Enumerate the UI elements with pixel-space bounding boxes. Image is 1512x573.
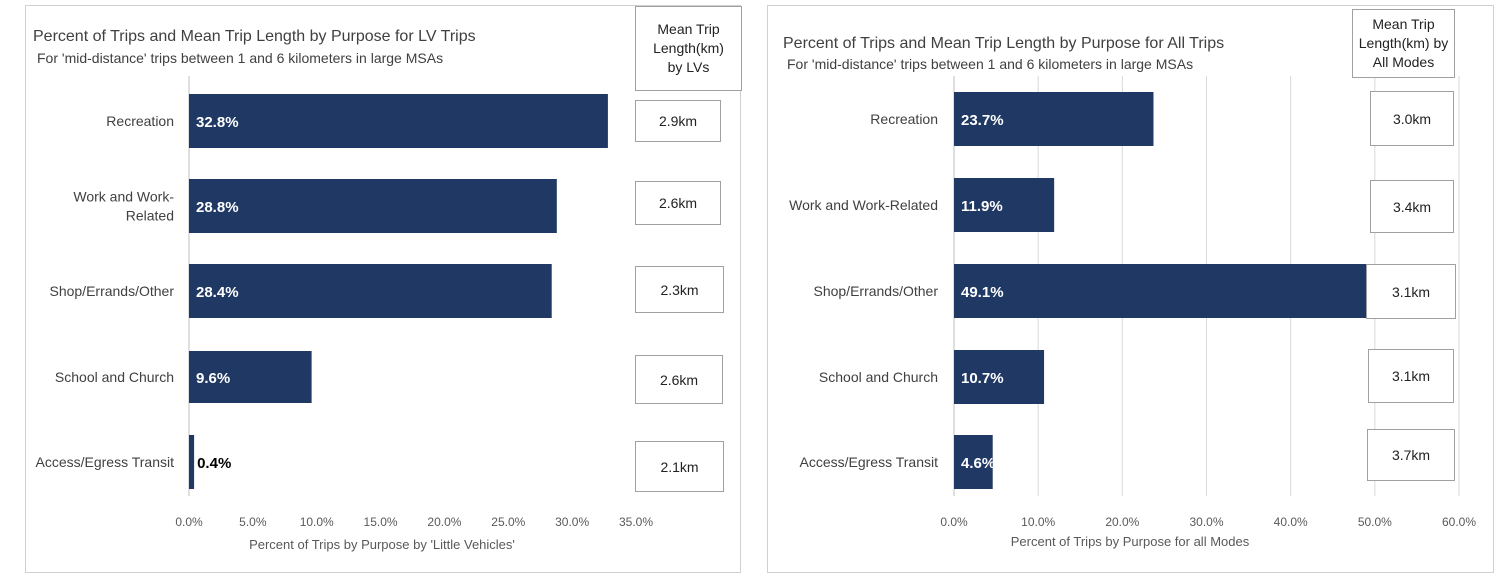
bar [954, 92, 1154, 146]
chart-subtitle: For 'mid-distance' trips between 1 and 6… [787, 56, 1194, 72]
all-trips-chart-svg: 0.0% 10.0% 20.0% 30.0% 40.0% 50.0% 60.0% Percen… [789, 76, 1476, 549]
category-label: Recreation [106, 113, 174, 129]
category-label: Related [126, 208, 174, 224]
mean-trip-length-header: Mean Trip Length(km) by LVs [635, 6, 742, 91]
bar-value-label: 10.7% [961, 370, 1004, 387]
category-label: School and Church [819, 369, 938, 385]
x-tick-label: 30.0% [555, 515, 589, 529]
bar [189, 94, 608, 148]
mean-trip-length-value: 3.4km [1370, 180, 1454, 233]
bar [189, 264, 552, 318]
x-axis-title: Percent of Trips by Purpose by 'Little V… [249, 537, 515, 552]
mean-header-line: Length(km) [653, 40, 724, 56]
bar-value-label: 32.8% [196, 114, 239, 131]
x-tick-label: 40.0% [1274, 515, 1308, 529]
mean-header-line: Mean Trip [657, 21, 720, 37]
x-tick-label: 35.0% [619, 515, 653, 529]
mean-trip-length-value: 2.6km [635, 355, 723, 404]
mean-trip-length-header: Mean Trip Length(km) by All Modes [1352, 9, 1455, 78]
bar-value-label: 23.7% [961, 112, 1004, 129]
chart-title: Percent of Trips and Mean Trip Length by… [783, 35, 1225, 52]
x-tick-label: 0.0% [175, 515, 203, 529]
x-tick-label: 15.0% [364, 515, 398, 529]
lv-trips-chart-svg: 0.0% 5.0% 10.0% 15.0% 20.0% 25.0% 30.0% 35.0% Pe… [36, 76, 653, 552]
category-label: Work and Work-Related [789, 197, 938, 213]
bar-value-label: 9.6% [196, 370, 230, 387]
mean-header-line: by LVs [667, 59, 710, 75]
category-label: Shop/Errands/Other [813, 283, 938, 299]
category-label: Shop/Errands/Other [49, 283, 174, 299]
x-axis-title: Percent of Trips by Purpose for all Mode… [1011, 534, 1250, 549]
category-label: Recreation [870, 111, 938, 127]
bar-value-label: 4.6% [961, 455, 995, 472]
bar [189, 435, 195, 489]
chart-subtitle: For 'mid-distance' trips between 1 and 6… [37, 50, 444, 66]
bar-value-label: 28.4% [196, 284, 239, 301]
x-tick-label: 20.0% [1105, 515, 1139, 529]
x-tick-label: 10.0% [1021, 515, 1055, 529]
mean-trip-length-value: 2.1km [635, 441, 724, 492]
mean-trip-length-value: 2.3km [635, 266, 724, 313]
mean-trip-length-value: 2.6km [635, 181, 721, 225]
x-tick-label: 60.0% [1442, 515, 1476, 529]
bar [954, 350, 1045, 404]
x-tick-label: 50.0% [1358, 515, 1392, 529]
category-label: Access/Egress Transit [36, 454, 175, 470]
x-tick-label: 25.0% [491, 515, 525, 529]
x-tick-label: 30.0% [1189, 515, 1223, 529]
bar-value-label: 0.4% [197, 455, 231, 472]
x-tick-label: 10.0% [300, 515, 334, 529]
mean-trip-length-value: 2.9km [635, 100, 721, 142]
mean-header-line: All Modes [1372, 54, 1435, 70]
category-label: School and Church [55, 369, 174, 385]
chart-title: Percent of Trips and Mean Trip Length by… [33, 28, 476, 45]
all-trips-chart-panel: 0.0% 10.0% 20.0% 30.0% 40.0% 50.0% 60.0% Percen… [767, 5, 1494, 573]
bar [189, 351, 312, 403]
x-tick-label: 5.0% [239, 515, 267, 529]
mean-header-line: Length(km) by [1358, 35, 1449, 51]
category-label: Access/Egress Transit [800, 454, 939, 470]
category-label: Work and Work- [73, 189, 174, 205]
bar [189, 179, 557, 233]
x-tick-label: 0.0% [940, 515, 968, 529]
lv-trips-chart-panel: 0.0% 5.0% 10.0% 15.0% 20.0% 25.0% 30.0% 35.0% Pe… [25, 5, 742, 573]
bar-value-label: 11.9% [961, 198, 1003, 215]
bar-value-label: 49.1% [961, 284, 1004, 301]
mean-trip-length-value: 3.7km [1367, 429, 1455, 481]
bar [954, 178, 1055, 232]
mean-trip-length-value: 3.0km [1370, 91, 1454, 146]
mean-header-line: Mean Trip [1372, 16, 1435, 32]
bar [954, 435, 993, 489]
bar-value-label: 28.8% [196, 199, 239, 216]
mean-trip-length-value: 3.1km [1368, 349, 1454, 403]
bar [954, 264, 1368, 318]
x-tick-label: 20.0% [427, 515, 461, 529]
mean-trip-length-value: 3.1km [1366, 264, 1456, 319]
